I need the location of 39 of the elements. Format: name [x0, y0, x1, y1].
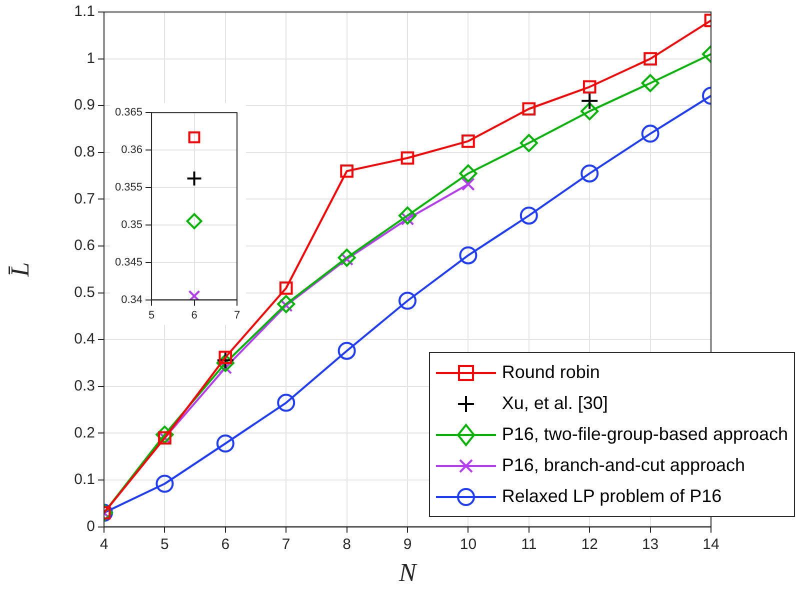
x-tick-label: 9 — [403, 536, 412, 553]
y-tick-label: 0.1 — [74, 471, 95, 488]
x-tick-label: 12 — [581, 536, 598, 553]
y-axis-title: L̄ — [5, 262, 34, 278]
y-tick-label: 1 — [86, 50, 95, 67]
y-tick-label: 0.5 — [74, 284, 95, 301]
y-tick-label: 0.8 — [74, 144, 95, 161]
x-tick-label: 7 — [234, 309, 240, 322]
y-tick-label: 0.6 — [74, 237, 95, 254]
x-tick-label: 6 — [221, 536, 230, 553]
y-tick-label: 0.3 — [74, 378, 95, 395]
y-tick-label: 0.7 — [74, 190, 95, 208]
y-tick-label: 0.4 — [74, 330, 95, 348]
y-tick-label: 0.2 — [74, 424, 95, 442]
y-tick-label: 0.9 — [74, 96, 95, 114]
x-tick-label: 8 — [342, 536, 351, 553]
legend-label: Relaxed LP problem of P16 — [502, 486, 722, 507]
y-tick-label: 0.36 — [121, 144, 143, 156]
legend-label: Xu, et al. [30] — [502, 393, 608, 414]
legend-label: P16, branch-and-cut approach — [502, 455, 745, 476]
legend-label: P16, two-file-group-based approach — [502, 424, 788, 445]
x-tick-label: 5 — [160, 536, 169, 553]
x-tick-label: 7 — [282, 536, 290, 553]
legend-label: Round robin — [502, 362, 600, 383]
y-tick-label: 0.355 — [114, 182, 143, 194]
y-tick-label: 0.34 — [121, 294, 143, 306]
y-tick-label: 0.35 — [121, 218, 143, 231]
y-tick-label: 0.345 — [114, 256, 143, 268]
y-tick-label: 1.1 — [74, 3, 95, 20]
x-tick-label: 4 — [100, 536, 108, 553]
x-tick-label: 6 — [191, 309, 198, 322]
x-tick-label: 10 — [460, 536, 477, 553]
x-tick-label: 5 — [148, 309, 155, 322]
y-tick-label: 0.365 — [114, 106, 143, 119]
x-axis-title: N — [398, 558, 418, 588]
x-tick-label: 13 — [642, 536, 659, 553]
y-tick-label: 0 — [86, 518, 95, 535]
x-tick-label: 11 — [521, 536, 537, 553]
x-tick-label: 14 — [702, 536, 720, 553]
